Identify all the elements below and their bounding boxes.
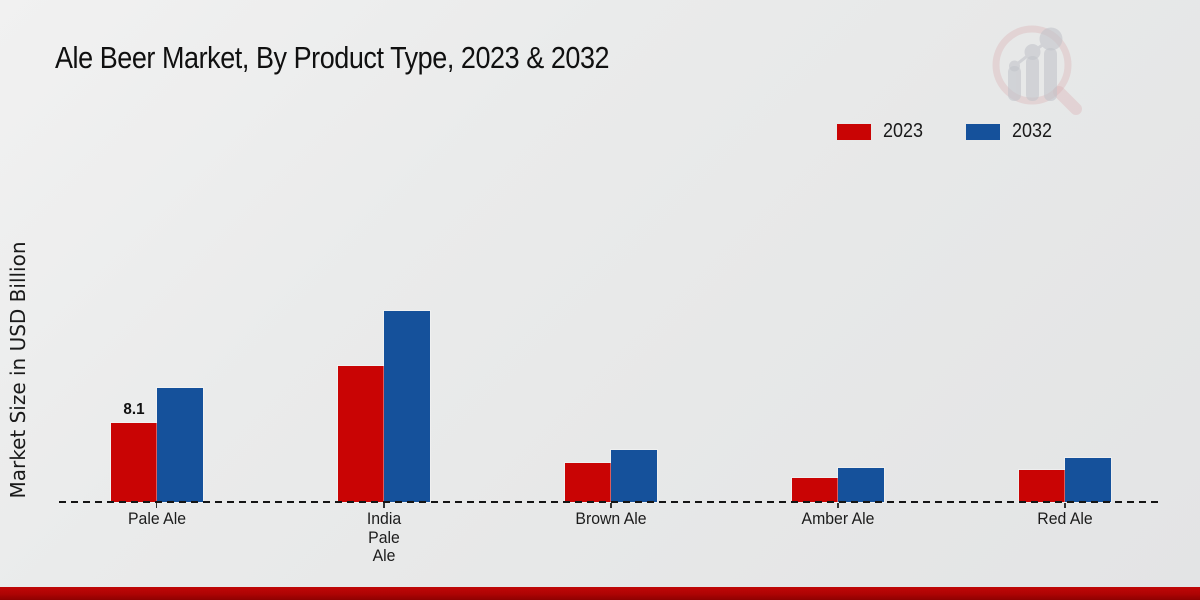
x-axis-tick (837, 503, 839, 508)
x-axis-tick (155, 503, 158, 508)
category-label-pale-ale: Pale Ale (127, 509, 186, 528)
bar-pale-ale-2032 (156, 387, 203, 502)
legend-item-2023: 2023 (837, 120, 928, 143)
legend: 2023 2032 (837, 120, 1056, 143)
bar-india-pale-ale-2032 (383, 310, 430, 502)
x-axis-line (59, 501, 1159, 503)
x-axis-tick (383, 503, 385, 508)
x-axis-tick (1064, 503, 1066, 508)
legend-label: 2023 (883, 120, 924, 142)
bar-pale-ale-2023 (110, 423, 157, 502)
y-axis-label: Market Size in USD Billion (6, 241, 30, 499)
category-label-red-ale: Red Ale (1037, 509, 1093, 528)
chart-title: Ale Beer Market, By Product Type, 2023 &… (55, 40, 610, 75)
legend-item-2032: 2032 (965, 120, 1057, 143)
bar-red-ale-2032 (1065, 458, 1112, 502)
market-research-future-logo (992, 25, 1082, 115)
legend-label: 2032 (1011, 120, 1052, 142)
legend-swatch-2032 (965, 123, 1000, 140)
category-label-brown-ale: Brown Ale (575, 509, 647, 528)
footer-bar (0, 587, 1200, 600)
bar-red-ale-2023 (1019, 469, 1066, 502)
legend-swatch-2023 (837, 123, 871, 140)
bar-brown-ale-2023 (564, 463, 611, 502)
bar-amber-ale-2023 (792, 477, 838, 502)
x-axis-tick (610, 503, 612, 508)
category-label-india-pale-ale: India Pale Ale (366, 509, 401, 565)
magnifier-icon (992, 25, 1082, 115)
bar-amber-ale-2032 (838, 467, 884, 502)
bar-value-label: 8.1 (123, 401, 145, 419)
bar-india-pale-ale-2023 (337, 366, 384, 502)
bar-brown-ale-2032 (610, 450, 657, 502)
category-label-amber-ale: Amber Ale (801, 509, 875, 528)
